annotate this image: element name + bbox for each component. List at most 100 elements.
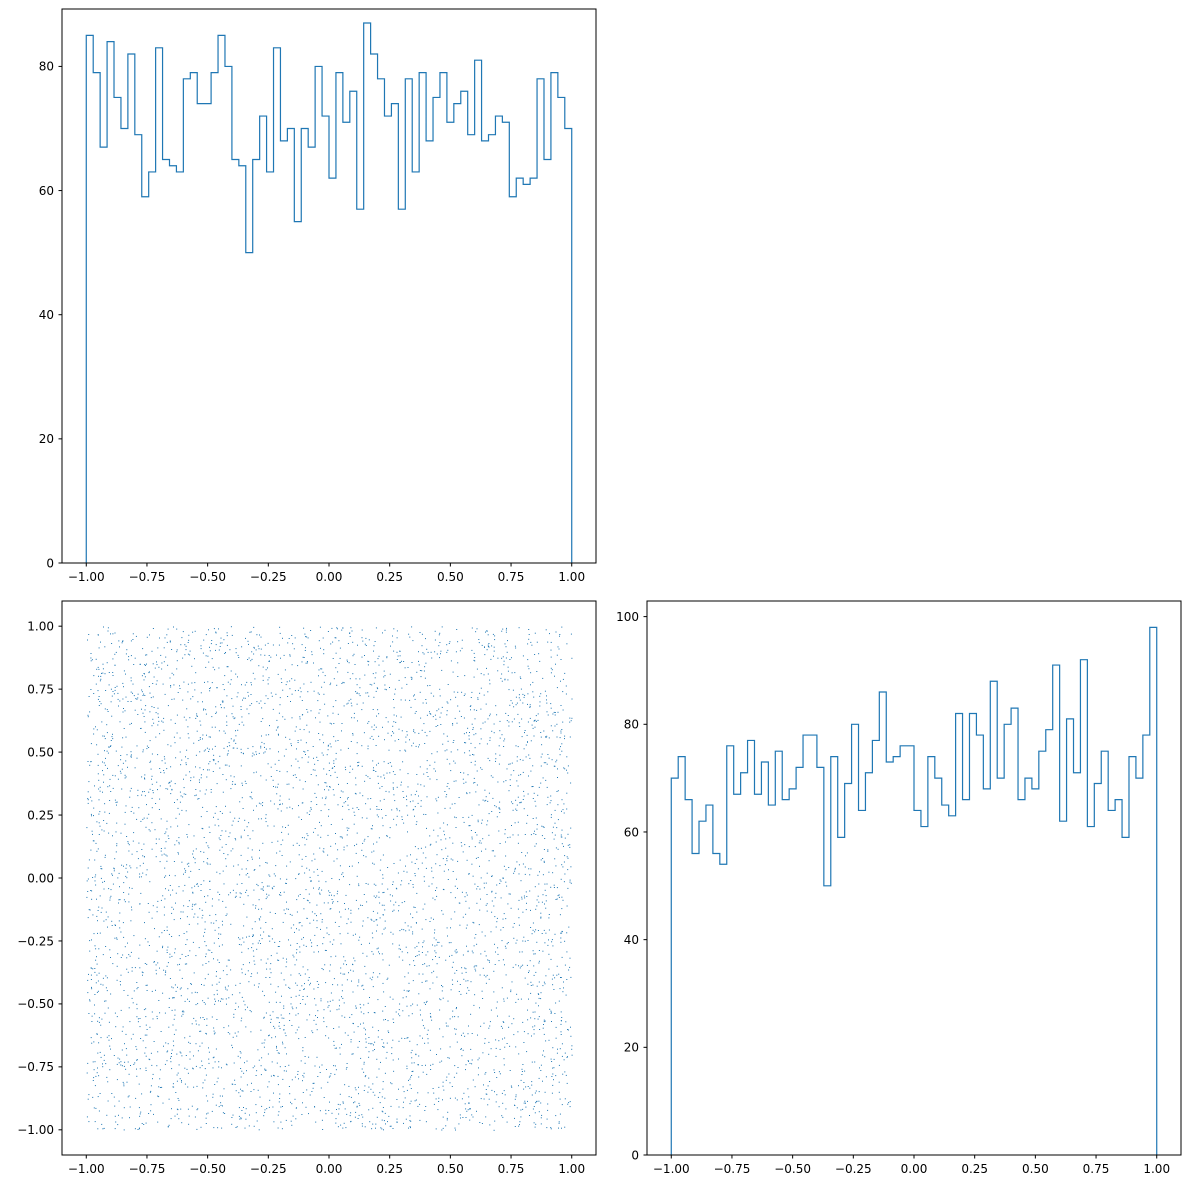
bottom-left-scatter-point: [114, 653, 116, 655]
bottom-left-scatter-point: [104, 764, 106, 766]
bottom-left-scatter-point: [200, 890, 202, 891]
bottom-left-scatter-point: [416, 671, 418, 673]
bottom-left-scatter-point: [187, 1086, 189, 1088]
bottom-left-scatter-point: [233, 739, 235, 741]
bottom-left-scatter-point: [286, 865, 288, 867]
bottom-left-scatter-point: [339, 933, 341, 935]
bottom-left-scatter-point: [164, 1012, 166, 1014]
bottom-left-scatter-point: [285, 883, 287, 884]
bottom-left-scatter-point: [105, 911, 107, 913]
bottom-left-scatter-point: [302, 656, 304, 658]
bottom-left-scatter-point: [189, 654, 191, 656]
bottom-left-scatter-point: [321, 968, 323, 969]
bottom-left-scatter-point: [238, 937, 239, 939]
bottom-left-scatter-point: [91, 890, 93, 892]
bottom-left-scatter-point: [468, 1025, 469, 1027]
bottom-left-scatter-point: [118, 899, 120, 901]
bottom-left-scatter-point: [446, 644, 448, 646]
bottom-left-scatter-point: [494, 635, 496, 637]
bottom-left-scatter-point: [345, 801, 347, 803]
bottom-left-scatter-point: [98, 948, 100, 950]
bottom-left-scatter-point: [544, 1091, 546, 1093]
bottom-left-scatter-point: [263, 1115, 265, 1117]
bottom-left-scatter-point: [126, 877, 128, 879]
bottom-left-scatter-point: [137, 795, 139, 797]
bottom-left-scatter-point: [144, 673, 145, 675]
bottom-left-scatter-point: [358, 1086, 359, 1088]
bottom-left-scatter-point: [417, 868, 419, 870]
bottom-left-scatter-point: [344, 908, 346, 910]
bottom-left-scatter-point: [234, 817, 236, 819]
bottom-left-scatter-point: [373, 645, 375, 647]
bottom-left-scatter-point: [318, 693, 320, 695]
bottom-left-scatter-point: [119, 700, 121, 702]
bottom-left-scatter-point: [167, 1043, 169, 1045]
bottom-left-scatter-point: [97, 634, 99, 636]
bottom-left-scatter-point: [322, 671, 324, 673]
bottom-left-scatter-point: [166, 634, 168, 636]
bottom-left-scatter-point: [286, 807, 288, 809]
bottom-left-scatter-point: [320, 647, 321, 649]
bottom-left-scatter-point: [197, 1003, 199, 1005]
bottom-left-scatter-point: [433, 918, 434, 920]
bottom-left-scatter-point: [334, 921, 336, 923]
bottom-left-scatter-point: [160, 1031, 162, 1032]
bottom-left-scatter-point: [474, 657, 476, 658]
bottom-left-scatter-point: [212, 1093, 214, 1095]
bottom-left-scatter-point: [210, 922, 212, 924]
bottom-left-scatter-point: [374, 661, 376, 663]
bottom-left-scatter-point: [115, 1026, 117, 1028]
bottom-left-scatter-point: [323, 851, 325, 853]
bottom-left-scatter-point: [94, 1121, 96, 1123]
bottom-left-scatter-point: [382, 959, 384, 961]
bottom-left-scatter-point: [245, 783, 247, 784]
bottom-left-scatter-point: [454, 1016, 456, 1018]
bottom-left-scatter-point: [268, 655, 270, 656]
bottom-left-scatter-point: [301, 757, 303, 759]
bottom-left-scatter-point: [187, 726, 189, 728]
bottom-left-scatter-point: [368, 695, 370, 697]
bottom-left-scatter-point: [174, 1014, 176, 1016]
bottom-left-scatter-point: [536, 1100, 538, 1102]
bottom-left-scatter-point: [222, 684, 224, 685]
bottom-left-scatter-point: [282, 826, 284, 828]
bottom-left-scatter-point: [550, 800, 552, 802]
bottom-left-scatter-point: [440, 839, 442, 841]
bottom-left-scatter-point: [502, 1116, 504, 1118]
bottom-left-scatter-point: [191, 665, 193, 667]
bottom-left-scatter-point: [407, 773, 409, 775]
bottom-left-scatter-point: [397, 655, 399, 657]
bottom-left-scatter-point: [280, 894, 282, 896]
bottom-left-scatter-point: [502, 1027, 503, 1029]
bottom-left-scatter-point: [388, 749, 390, 751]
bottom-left-scatter-point: [135, 635, 137, 637]
bottom-left-scatter-point: [329, 970, 331, 972]
bottom-left-scatter-point: [215, 711, 217, 713]
bottom-left-scatter-point: [508, 763, 510, 765]
bottom-left-scatter-point: [319, 626, 321, 628]
bottom-left-scatter-point: [315, 775, 317, 777]
bottom-left-scatter-point: [100, 865, 102, 867]
bottom-left-scatter-point: [143, 791, 145, 792]
bottom-left-scatter-point: [419, 691, 421, 693]
bottom-left-scatter-point: [427, 1042, 429, 1044]
bottom-left-scatter-point: [471, 627, 473, 629]
bottom-left-scatter-point: [97, 1096, 99, 1098]
bottom-left-scatter-point: [511, 657, 512, 659]
bottom-left-scatter-point: [463, 695, 465, 696]
bottom-left-scatter-point: [352, 655, 354, 657]
bottom-left-scatter-point: [278, 1052, 280, 1054]
bottom-left-scatter-point: [273, 1075, 275, 1077]
bottom-left-scatter-point: [152, 792, 154, 794]
bottom-left-scatter-point: [367, 798, 369, 800]
bottom-left-scatter-point: [90, 743, 92, 745]
bottom-left-scatter-point: [198, 740, 200, 741]
bottom-left-scatter-point: [292, 954, 294, 956]
bottom-left-scatter-point: [289, 806, 291, 808]
bottom-left-scatter-point: [343, 1122, 345, 1124]
bottom-left-scatter-point: [434, 651, 436, 653]
bottom-left-scatter-point: [310, 801, 312, 803]
bottom-left-scatter-point: [480, 877, 482, 879]
bottom-left-scatter-point: [461, 1034, 462, 1036]
bottom-left-scatter-point: [277, 1084, 279, 1086]
